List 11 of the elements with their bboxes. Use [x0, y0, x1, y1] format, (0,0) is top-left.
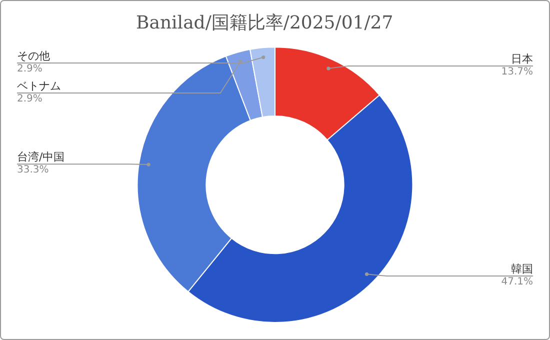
data-label: 13.7%	[501, 66, 533, 78]
data-label: 47.1%	[501, 276, 533, 288]
data-label: 2.9%	[17, 64, 42, 75]
slice-label: ベトナム	[17, 79, 61, 92]
slice-label: 日本	[511, 52, 533, 66]
slice-label: その他	[17, 49, 50, 62]
slice-label: 韓国	[511, 262, 533, 276]
data-label: 2.9%	[17, 94, 42, 105]
data-label: 33.3%	[17, 164, 49, 176]
slice-label: 台湾/中国	[17, 150, 65, 164]
chart-title: Banilad/国籍比率/2025/01/27	[136, 12, 394, 34]
